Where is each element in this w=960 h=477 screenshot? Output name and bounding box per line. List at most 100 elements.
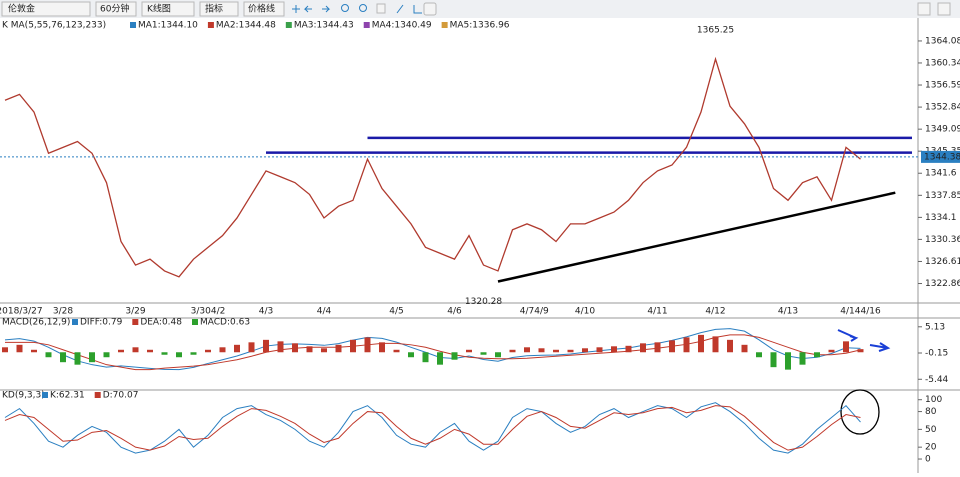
macd-bar — [60, 352, 66, 363]
macd-bar — [756, 352, 762, 358]
x-tick-label: 4/5 — [389, 307, 403, 317]
macd-bar — [495, 352, 501, 358]
toolbar — [0, 0, 960, 18]
macd-bar — [596, 347, 603, 353]
legend-label: DEA:0.48 — [140, 318, 182, 328]
macd-bar — [654, 342, 661, 353]
legend-label: K:62.31 — [50, 391, 85, 401]
window-button[interactable] — [917, 2, 931, 16]
x-tick-label: 4/13 — [778, 307, 798, 317]
y-tick-label: 1341.6 — [925, 169, 957, 179]
macd-bar — [205, 349, 211, 353]
macd-bar — [45, 352, 52, 358]
x-tick-label: 4/9 — [534, 307, 549, 317]
toolbar-buttons: 伦敦金 60分钟 K线图 指标 价格线 — [1, 1, 951, 17]
macd-bar — [727, 339, 733, 353]
macd-bar — [306, 346, 313, 353]
y-tick-label: 1322.86 — [925, 279, 960, 289]
period-select[interactable] — [95, 1, 137, 17]
macd-bar — [538, 348, 545, 353]
tool-icons[interactable] — [292, 2, 437, 16]
macd-bar — [31, 349, 37, 353]
macd-bar — [408, 352, 414, 358]
macd-bar — [118, 349, 124, 353]
low-label: 1320.28 — [465, 297, 502, 307]
x-tick-label: 3/29 — [125, 307, 145, 317]
chart-type-select[interactable] — [141, 1, 195, 17]
indicator[interactable]: 指标 — [205, 3, 223, 15]
macd-bar — [190, 352, 197, 355]
macd-bar — [828, 349, 835, 353]
legend-swatch — [130, 22, 136, 28]
macd-bar — [2, 347, 8, 353]
x-tick-label: 4/3 — [259, 307, 273, 317]
macd-bar — [321, 348, 327, 353]
macd-bar — [451, 352, 458, 360]
indicator-line — [4, 405, 861, 451]
macd-bar — [161, 352, 168, 355]
legend-label: MA1:1344.10 — [138, 21, 198, 31]
period[interactable]: 60分钟 — [100, 3, 129, 15]
x-tick-label: 4/6 — [447, 307, 462, 317]
y-tick-label: 1364.08 — [925, 36, 960, 46]
highlight-circle — [840, 389, 880, 435]
y-tick-label: 1334.1 — [925, 213, 957, 223]
x-tick-label: 4/12 — [705, 307, 725, 317]
macd-bar — [132, 347, 139, 353]
macd-bar — [176, 352, 182, 358]
symbol-select[interactable] — [1, 1, 91, 17]
macd-bar — [379, 342, 385, 353]
price-line[interactable]: 价格线 — [248, 3, 275, 15]
macd-bar — [234, 344, 240, 353]
macd-bar — [364, 337, 371, 353]
macd-bar — [335, 344, 342, 353]
macd-bar — [437, 352, 443, 365]
macd-bar — [582, 348, 588, 353]
panel-title: K MA(5,55,76,123,233) — [2, 21, 106, 31]
last-price-tag — [921, 150, 960, 163]
y-tick-label: 1352.84 — [925, 103, 960, 113]
chart-type[interactable]: K线图 — [147, 3, 171, 15]
macd-bar — [843, 341, 849, 353]
macd-bar — [248, 342, 255, 353]
legend-label: MA4:1340.49 — [372, 21, 432, 31]
macd-bar — [698, 334, 704, 353]
macd-bar — [277, 341, 284, 353]
macd-bar — [466, 349, 472, 353]
indicator-line — [4, 328, 861, 371]
x-tick-label: 4/4 — [317, 307, 332, 317]
legend-label: MA3:1344.43 — [294, 21, 354, 31]
drawing-annotations — [837, 329, 891, 352]
price-line-select[interactable] — [243, 1, 285, 17]
indicator-select[interactable] — [199, 1, 239, 17]
x-tick-label: 4/7 — [520, 307, 534, 317]
macd-bar — [16, 344, 23, 353]
symbol[interactable]: 伦敦金 — [8, 3, 35, 15]
x-tick-label: 3/28 — [53, 307, 73, 317]
legend-swatch — [441, 22, 448, 28]
y-tick-label: 80 — [925, 407, 937, 417]
macd-bar — [350, 339, 356, 353]
legend-label: DIFF:0.79 — [80, 318, 123, 328]
y-tick-label: -0.15 — [925, 349, 948, 359]
legend-swatch — [72, 319, 78, 325]
macd-bar — [509, 349, 516, 353]
macd-bar — [712, 336, 719, 353]
macd-bar — [857, 349, 864, 353]
macd-bar — [553, 349, 559, 353]
macd-bar — [524, 347, 530, 353]
y-tick-label: 1360.34 — [925, 58, 960, 68]
window-button[interactable] — [937, 2, 951, 16]
y-tick-label: 1326.61 — [925, 257, 960, 267]
indicator-line — [4, 402, 861, 454]
y-tick-label: 1330.36 — [925, 235, 960, 245]
trend-line — [497, 191, 896, 283]
panel-title: KD(9,3,3) — [2, 391, 45, 401]
macd-bar — [263, 339, 269, 353]
macd-bar — [567, 349, 574, 353]
macd-bar — [799, 352, 806, 365]
macd-bar — [683, 337, 690, 353]
panel-title: MACD(26,12,9) — [2, 318, 70, 328]
x-tick-label: 3/304/2 — [191, 307, 226, 317]
